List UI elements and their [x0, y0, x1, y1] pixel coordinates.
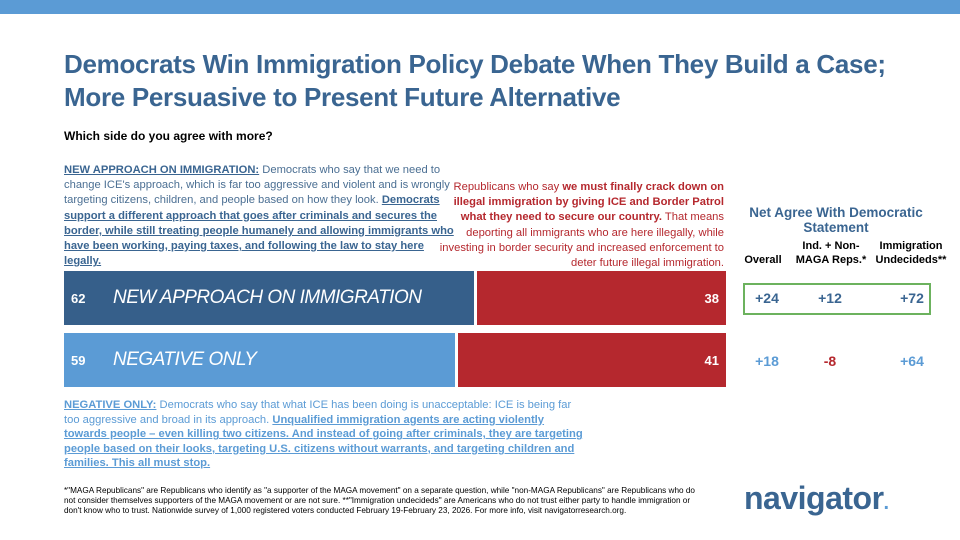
- republican-post: That means deporting all immigrants who …: [439, 211, 724, 270]
- bar-republican-negative-only: 41: [458, 333, 726, 387]
- negative-only-description: NEGATIVE ONLY: Democrats who say that wh…: [64, 398, 584, 471]
- net-value-row2-undecided: +64: [900, 353, 924, 369]
- new-approach-lead: NEW APPROACH ON IMMIGRATION:: [64, 164, 260, 176]
- bar-value-democrat: 59: [71, 352, 86, 368]
- bar-democrat-negative-only: 59 NEGATIVE ONLY: [64, 333, 455, 387]
- new-approach-description: NEW APPROACH ON IMMIGRATION: Democrats w…: [64, 163, 464, 269]
- question-text: Which side do you agree with more?: [64, 129, 273, 143]
- net-agree-title: Net Agree With Democratic Statement: [749, 205, 923, 235]
- net-value-row1-overall: +24: [755, 290, 779, 306]
- navigator-logo: navigator.: [744, 480, 889, 517]
- logo-text: navigator: [744, 480, 884, 516]
- column-header-ind-nonmaga: Ind. + Non-MAGA Reps.*: [795, 240, 867, 266]
- bar-republican-new-approach: 38: [477, 271, 726, 325]
- negative-only-emphasis: Unqualified immigration agents are actin…: [64, 413, 583, 470]
- logo-dot: .: [883, 492, 890, 514]
- new-approach-text: Democrats who say that we need to change…: [64, 164, 450, 207]
- republican-description: Republicans who say we must finally crac…: [430, 180, 724, 271]
- top-accent-bar: [0, 0, 960, 14]
- negative-only-lead: NEGATIVE ONLY:: [64, 399, 157, 411]
- bar-category-label: NEW APPROACH ON IMMIGRATION: [113, 287, 422, 308]
- bar-row-negative-only: 59 NEGATIVE ONLY 41: [64, 333, 726, 387]
- column-header-immigration-undecideds: Immigration Undecideds**: [875, 240, 947, 266]
- net-value-row2-overall: +18: [755, 353, 779, 369]
- column-header-overall: Overall: [744, 254, 782, 266]
- republican-pre: Republicans who say: [453, 181, 563, 193]
- bar-category-label: NEGATIVE ONLY: [113, 349, 257, 370]
- bar-value-republican: 41: [704, 352, 719, 368]
- bar-row-new-approach: 62 NEW APPROACH ON IMMIGRATION 38: [64, 271, 726, 325]
- republican-emphasis: we must finally crack down on illegal im…: [453, 181, 724, 224]
- new-approach-emphasis: Democrats support a different approach t…: [64, 194, 454, 268]
- net-value-row2-ind: -8: [823, 353, 837, 369]
- highlight-box: [743, 283, 931, 315]
- footnote: *"MAGA Republicans" are Republicans who …: [64, 486, 695, 515]
- negative-only-text: Democrats who say that what ICE has been…: [64, 399, 572, 426]
- bar-value-democrat: 62: [71, 290, 86, 306]
- bar-value-republican: 38: [704, 290, 719, 306]
- bar-democrat-new-approach: 62 NEW APPROACH ON IMMIGRATION: [64, 271, 474, 325]
- page-title: Democrats Win Immigration Policy Debate …: [64, 49, 886, 112]
- net-value-row1-ind: +12: [818, 290, 842, 306]
- net-value-row1-undecided: +72: [900, 290, 924, 306]
